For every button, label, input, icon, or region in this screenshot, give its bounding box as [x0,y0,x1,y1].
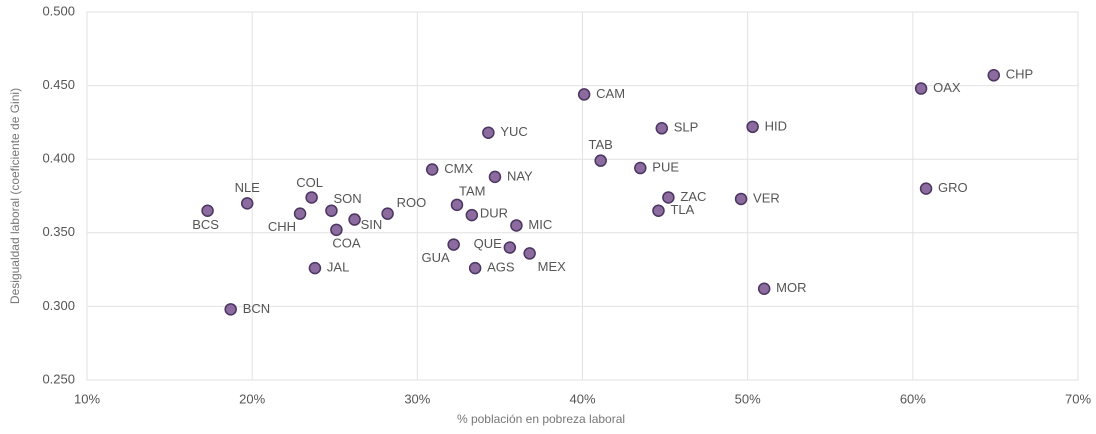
point-label: ZAC [680,189,706,204]
x-tick-label: 30% [404,391,430,406]
point-label: TLA [670,202,694,217]
point-label: MEX [538,259,567,274]
point-label: AGS [487,260,515,275]
point [577,88,591,101]
point-label: NLE [235,180,261,195]
y-tick-label: 0.450 [42,77,75,92]
point-label: MIC [528,217,552,232]
point-label: VER [753,190,780,205]
point-label: OAX [933,80,961,95]
point [465,208,479,222]
point-label: GUA [421,250,450,265]
y-tick-label: 0.350 [42,224,75,239]
point [652,204,665,217]
point-label: DUR [480,206,508,221]
x-tick-label: 70% [1065,391,1091,406]
point [746,120,759,134]
y-tick-label: 0.500 [42,3,75,18]
point-label: MOR [776,280,806,295]
x-tick-label: 20% [239,391,265,406]
point-label: BCN [243,301,270,316]
point-label: PUE [652,159,679,174]
point-label: NAY [507,168,533,183]
point [330,223,343,237]
point [293,207,307,220]
x-tick-label: 50% [735,391,761,406]
point-label: JAL [327,260,349,275]
x-tick-label: 40% [569,391,595,406]
point-label: GRO [938,180,968,195]
point [919,182,933,195]
point-label: CMX [444,161,473,176]
point [348,213,361,226]
point [594,154,607,167]
point [240,197,254,210]
y-tick-label: 0.400 [42,151,75,166]
x-axis-title: % población en pobreza laboral [457,412,625,426]
point-label: YUC [500,124,527,139]
y-tick-label: 0.250 [42,371,75,386]
point-label: TAB [589,137,613,152]
point [450,198,464,212]
point [634,161,647,175]
point [482,126,495,139]
point [447,238,460,251]
point [201,204,214,217]
y-axis-title: Desigualdad laboral (coeficiente de Gini… [8,88,22,304]
point [987,69,1001,82]
point [914,82,928,95]
point [425,163,439,176]
point-label: HID [765,118,787,133]
point-label: ROO [397,195,427,210]
point [510,219,523,232]
point [308,261,322,275]
point [655,122,669,135]
point [224,303,237,316]
y-tick-label: 0.300 [42,298,75,313]
point-label: CHH [268,219,296,234]
point [381,207,394,220]
point-label: SIN [361,217,383,232]
point-label: SLP [674,120,699,135]
x-tick-label: 10% [74,391,100,406]
point-label: COL [296,175,323,190]
point-label: QUE [474,236,503,251]
point-label: COA [332,235,361,250]
point-label: BCS [192,217,219,232]
point [757,282,771,295]
point-label: TAM [459,183,485,198]
point [734,192,748,206]
point-label: CHP [1006,67,1033,82]
x-tick-label: 60% [900,391,926,406]
point [468,261,482,275]
point [305,191,318,204]
point-label: SON [333,191,361,206]
point-label: CAM [596,86,625,101]
point [662,191,675,204]
point [488,170,502,184]
point [325,204,338,217]
point [523,247,536,260]
point [503,241,517,254]
